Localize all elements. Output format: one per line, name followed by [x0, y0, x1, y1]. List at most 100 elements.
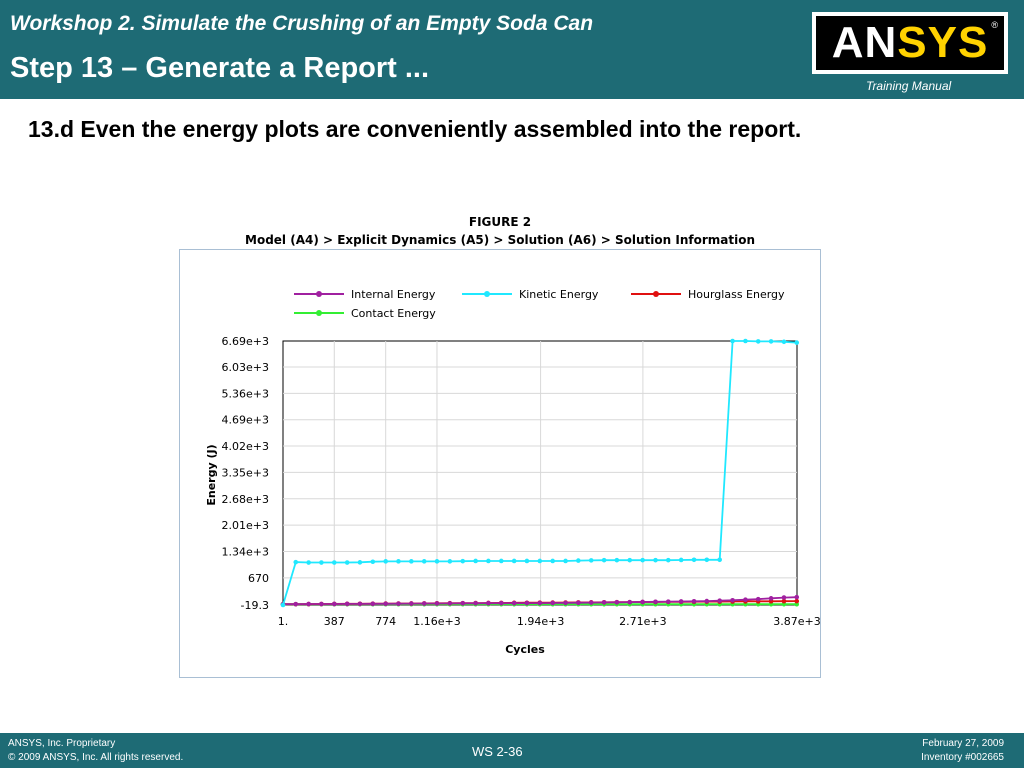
legend-label: Contact Energy [351, 307, 436, 320]
data-point [331, 601, 337, 607]
data-point [331, 560, 337, 565]
data-point [280, 602, 286, 608]
data-point [434, 601, 440, 606]
inventory-number: Inventory #002665 [921, 752, 1004, 763]
x-tick-label: 1.16e+3 [413, 615, 460, 628]
slide-number: WS 2-36 [472, 744, 523, 759]
y-axis-label: Energy (J) [205, 444, 218, 505]
registered-mark: ® [991, 20, 998, 30]
step-title: Step 13 – Generate a Report ... [10, 52, 430, 84]
data-point [447, 559, 453, 564]
data-point [691, 598, 697, 604]
x-tick-label: 3.87e+3 [773, 615, 820, 628]
data-point [627, 599, 633, 605]
data-point [614, 557, 620, 563]
figure-title: FIGURE 2 [468, 215, 532, 229]
y-tick-label: 1.34e+3 [222, 546, 269, 559]
data-point [794, 601, 800, 607]
chart-frame: 1. 387 774 1.16e+3 1.94e+3 2.71e+3 3.87e+3 -19.… [179, 249, 821, 678]
data-point [640, 557, 645, 563]
slide-footer: ANSYS, Inc. Proprietary © 2009 ANSYS, In… [0, 733, 1024, 768]
data-point [794, 598, 800, 604]
data-point [460, 600, 466, 606]
ansys-logo: ANSYS ® [812, 12, 1008, 74]
legend-marker [653, 291, 659, 297]
y-tick-label: 4.69e+3 [222, 414, 269, 427]
logo-text-sys: SYS [897, 18, 989, 67]
data-point [755, 596, 761, 602]
data-point [550, 558, 555, 564]
y-tick-label: 6.69e+3 [222, 335, 269, 348]
logo-background: ANSYS ® [816, 16, 1004, 70]
data-point [537, 600, 543, 606]
data-point [576, 558, 581, 563]
slide-header: Workshop 2. Simulate the Crushing of an … [0, 0, 1024, 99]
data-point [524, 600, 530, 606]
y-tick-label: 5.36e+3 [222, 387, 269, 400]
data-point [396, 559, 401, 564]
data-point [653, 557, 658, 563]
y-tick-label: 6.03e+3 [222, 361, 269, 374]
legend-marker [316, 291, 322, 297]
x-tick-label: 774 [375, 615, 396, 628]
data-point [473, 558, 478, 564]
data-point [653, 599, 658, 605]
data-point [755, 339, 761, 344]
data-point [383, 559, 388, 564]
slide-subtitle: 13.d Even the energy plots are convenien… [28, 116, 802, 142]
data-point [743, 597, 748, 603]
data-point [396, 601, 401, 606]
data-point [486, 600, 491, 606]
data-point [704, 598, 710, 604]
y-tick-label: 2.01e+3 [222, 519, 269, 532]
data-point [293, 601, 299, 607]
data-point [524, 558, 530, 564]
data-point [409, 601, 414, 606]
data-point [794, 594, 800, 600]
logo-text-an: AN [831, 18, 898, 67]
y-tick-label: 2.68e+3 [222, 493, 269, 506]
data-point [691, 557, 697, 563]
legend-marker [484, 291, 490, 297]
data-point [357, 560, 363, 565]
data-point [537, 558, 543, 564]
proprietary-notice: ANSYS, Inc. Proprietary [8, 738, 116, 749]
data-point [357, 601, 363, 607]
data-point [293, 559, 299, 565]
data-point [640, 599, 645, 605]
energy-chart: 1. 387 774 1.16e+3 1.94e+3 2.71e+3 3.87e+3 -19.… [205, 288, 820, 656]
data-point [409, 559, 414, 564]
data-point [601, 600, 607, 605]
data-point [460, 558, 466, 564]
data-point [678, 557, 684, 563]
data-point [614, 599, 620, 605]
data-point [601, 557, 607, 563]
data-point [370, 601, 376, 607]
data-point [588, 558, 594, 563]
data-point [434, 559, 440, 564]
data-point [704, 557, 710, 563]
workshop-title: Workshop 2. Simulate the Crushing of an … [10, 12, 594, 35]
data-point [665, 557, 671, 563]
legend-marker [316, 310, 322, 316]
data-point [421, 601, 427, 606]
data-point [743, 338, 748, 344]
data-point [421, 559, 427, 564]
data-point [550, 600, 555, 606]
data-point [768, 339, 774, 344]
data-point [498, 600, 504, 606]
data-point [794, 340, 800, 345]
x-tick-label: 1. [278, 615, 289, 628]
legend-label: Internal Energy [351, 288, 436, 301]
x-tick-label: 1.94e+3 [517, 615, 564, 628]
data-point [563, 558, 568, 564]
data-point [319, 601, 324, 607]
data-point [588, 600, 594, 605]
data-point [781, 339, 787, 345]
legend-label: Hourglass Energy [688, 288, 785, 301]
data-point [563, 600, 568, 606]
y-tick-label: 670 [248, 572, 269, 585]
data-point [627, 557, 633, 563]
data-point [717, 598, 722, 603]
legend-label: Kinetic Energy [519, 288, 599, 301]
